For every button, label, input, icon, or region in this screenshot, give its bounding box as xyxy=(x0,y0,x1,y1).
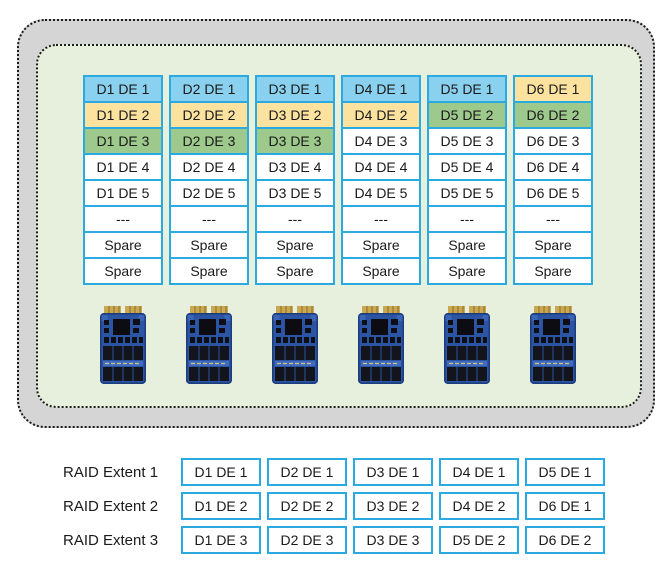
physical-drives-row xyxy=(83,306,593,384)
drive-extent-cell: D3 DE 4 xyxy=(255,153,335,181)
drive-extent-cell: D4 DE 5 xyxy=(341,179,421,207)
drive-extent-cell: D6 DE 1 xyxy=(513,75,593,103)
raid-extent-cell: D5 DE 2 xyxy=(439,526,519,554)
drive-extent-cell: D1 DE 2 xyxy=(83,101,163,129)
raid-extent-cell: D1 DE 1 xyxy=(181,458,261,486)
spare-extent-cell: Spare xyxy=(427,257,507,285)
drive-extent-cell: D5 DE 5 xyxy=(427,179,507,207)
ssd-drive-icon xyxy=(186,306,232,384)
drive-extent-cell: --- xyxy=(169,205,249,233)
drive-6-column: D6 DE 1 D6 DE 2 D6 DE 3 D6 DE 4 D6 DE 5 … xyxy=(513,75,593,285)
raid-extent-label: RAID Extent 3 xyxy=(63,531,159,549)
drive-extent-cell: D2 DE 1 xyxy=(169,75,249,103)
spare-extent-cell: Spare xyxy=(169,231,249,259)
drive-extent-cell: D6 DE 5 xyxy=(513,179,593,207)
drive-extent-cell: D3 DE 3 xyxy=(255,127,335,155)
drive-extent-cell: D6 DE 3 xyxy=(513,127,593,155)
drive-5-column: D5 DE 1 D5 DE 2 D5 DE 3 D5 DE 4 D5 DE 5 … xyxy=(427,75,507,285)
drive-extent-cell: D1 DE 5 xyxy=(83,179,163,207)
drive-extent-cell: D5 DE 3 xyxy=(427,127,507,155)
spare-extent-cell: Spare xyxy=(513,231,593,259)
drive-extent-cell: D3 DE 5 xyxy=(255,179,335,207)
drive-slot xyxy=(427,306,507,384)
raid-extent-cell: D3 DE 1 xyxy=(353,458,433,486)
raid-extent-cell: D3 DE 2 xyxy=(353,492,433,520)
spare-extent-cell: Spare xyxy=(255,257,335,285)
drive-extent-cell: D2 DE 5 xyxy=(169,179,249,207)
spare-extent-cell: Spare xyxy=(169,257,249,285)
drive-extent-cell: D3 DE 1 xyxy=(255,75,335,103)
spare-extent-cell: Spare xyxy=(427,231,507,259)
raid-extent-cell: D4 DE 2 xyxy=(439,492,519,520)
raid-extent-cell: D5 DE 1 xyxy=(525,458,605,486)
drive-extent-cell: D5 DE 1 xyxy=(427,75,507,103)
drive-extent-cell: D5 DE 2 xyxy=(427,101,507,129)
raid-extent-label: RAID Extent 1 xyxy=(63,463,159,481)
ssd-drive-icon xyxy=(100,306,146,384)
raid-extent-cell: D1 DE 2 xyxy=(181,492,261,520)
drive-2-column: D2 DE 1 D2 DE 2 D2 DE 3 D2 DE 4 D2 DE 5 … xyxy=(169,75,249,285)
raid-extent-cell: D2 DE 2 xyxy=(267,492,347,520)
drive-extent-grid: D1 DE 1 D1 DE 2 D1 DE 3 D1 DE 4 D1 DE 5 … xyxy=(83,75,593,285)
drive-extent-cell: D4 DE 4 xyxy=(341,153,421,181)
drive-extent-cell: --- xyxy=(83,205,163,233)
drive-extent-cell: D3 DE 2 xyxy=(255,101,335,129)
raid-extent-cell: D2 DE 3 xyxy=(267,526,347,554)
raid-extent-cell: D6 DE 2 xyxy=(525,526,605,554)
drive-extent-cell: D6 DE 2 xyxy=(513,101,593,129)
drive-extent-cell: --- xyxy=(427,205,507,233)
drive-extent-cell: D1 DE 1 xyxy=(83,75,163,103)
spare-extent-cell: Spare xyxy=(513,257,593,285)
raid-extent-row-2: RAID Extent 2 D1 DE 2 D2 DE 2 D3 DE 2 D4… xyxy=(0,492,611,520)
drive-extent-cell: D6 DE 4 xyxy=(513,153,593,181)
drive-slot xyxy=(513,306,593,384)
spare-extent-cell: Spare xyxy=(83,231,163,259)
raid-extents-section: RAID Extent 1 D1 DE 1 D2 DE 1 D3 DE 1 D4… xyxy=(0,458,611,560)
ssd-drive-icon xyxy=(272,306,318,384)
drive-extent-cell: --- xyxy=(341,205,421,233)
drive-slot xyxy=(169,306,249,384)
drive-3-column: D3 DE 1 D3 DE 2 D3 DE 3 D3 DE 4 D3 DE 5 … xyxy=(255,75,335,285)
drive-extent-cell: D1 DE 4 xyxy=(83,153,163,181)
drive-extent-cell: D4 DE 1 xyxy=(341,75,421,103)
drive-4-column: D4 DE 1 D4 DE 2 D4 DE 3 D4 DE 4 D4 DE 5 … xyxy=(341,75,421,285)
raid-extent-row-3: RAID Extent 3 D1 DE 3 D2 DE 3 D3 DE 3 D5… xyxy=(0,526,611,554)
drive-extent-cell: D4 DE 3 xyxy=(341,127,421,155)
raid-extent-cell: D4 DE 1 xyxy=(439,458,519,486)
spare-extent-cell: Spare xyxy=(83,257,163,285)
drive-extent-cell: D5 DE 4 xyxy=(427,153,507,181)
ssd-drive-icon xyxy=(530,306,576,384)
raid-extent-cell: D1 DE 3 xyxy=(181,526,261,554)
drive-slot xyxy=(83,306,163,384)
raid-extent-row-1: RAID Extent 1 D1 DE 1 D2 DE 1 D3 DE 1 D4… xyxy=(0,458,611,486)
ssd-drive-icon xyxy=(444,306,490,384)
ssd-drive-icon xyxy=(358,306,404,384)
spare-extent-cell: Spare xyxy=(255,231,335,259)
drive-extent-cell: D2 DE 4 xyxy=(169,153,249,181)
drive-extent-cell: D1 DE 3 xyxy=(83,127,163,155)
drive-slot xyxy=(255,306,335,384)
raid-extent-label: RAID Extent 2 xyxy=(63,497,159,515)
drive-extent-cell: D4 DE 2 xyxy=(341,101,421,129)
drive-1-column: D1 DE 1 D1 DE 2 D1 DE 3 D1 DE 4 D1 DE 5 … xyxy=(83,75,163,285)
drive-extent-cell: --- xyxy=(255,205,335,233)
drive-extent-cell: D2 DE 2 xyxy=(169,101,249,129)
raid-extent-cell: D3 DE 3 xyxy=(353,526,433,554)
raid-extent-cell: D2 DE 1 xyxy=(267,458,347,486)
drive-extent-cell: --- xyxy=(513,205,593,233)
raid-extent-cell: D6 DE 1 xyxy=(525,492,605,520)
spare-extent-cell: Spare xyxy=(341,231,421,259)
spare-extent-cell: Spare xyxy=(341,257,421,285)
drive-extent-cell: D2 DE 3 xyxy=(169,127,249,155)
drive-slot xyxy=(341,306,421,384)
